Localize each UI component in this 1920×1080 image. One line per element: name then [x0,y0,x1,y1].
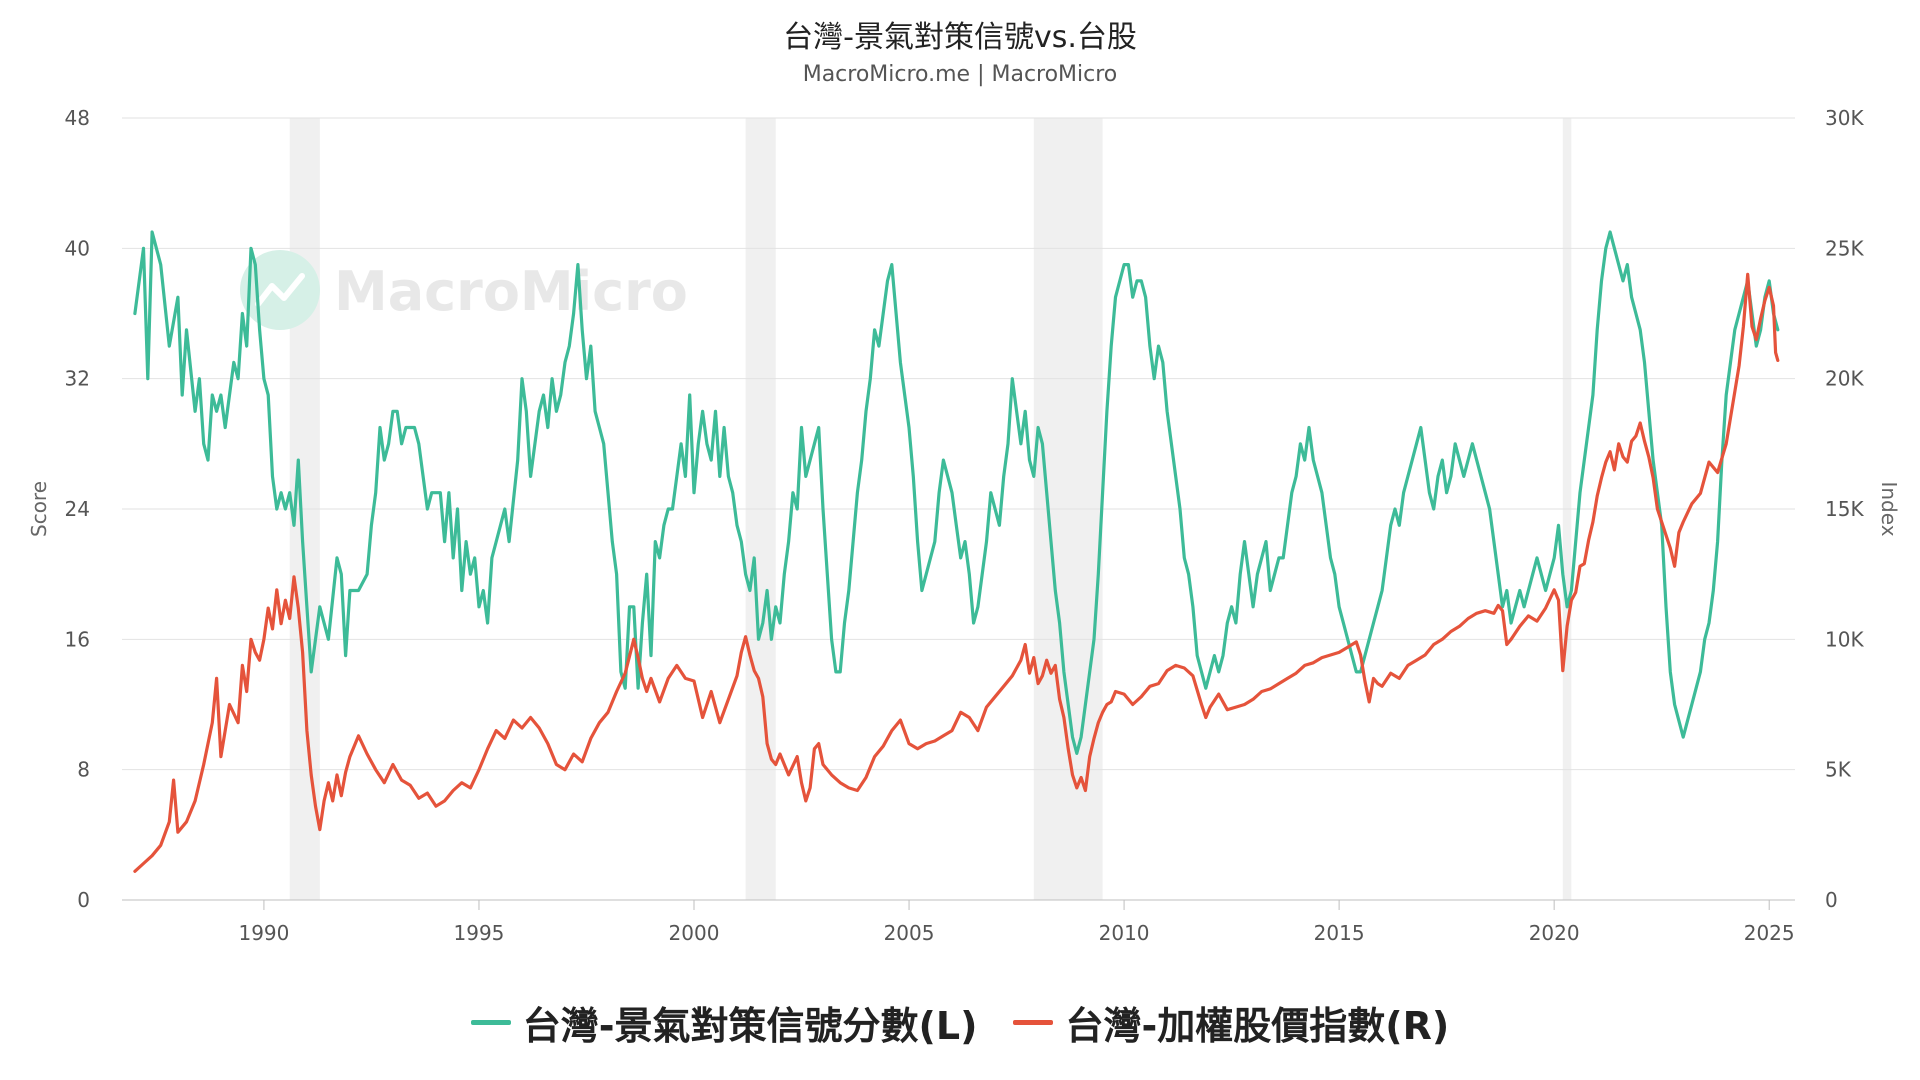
gridlines [122,117,1795,901]
legend-item-index[interactable]: 台灣-加權股價指數(R) [1013,995,1449,1050]
watermark-text: MacroMicro [334,260,688,323]
y-right-tick-label: 25K [1825,236,1864,260]
y-right-tick-label: 20K [1825,367,1864,391]
y-left-tick-label: 0 [77,888,90,912]
x-tick-label: 1995 [454,921,505,945]
y-right-tick-label: 30K [1825,106,1864,130]
y-right-tick-label: 10K [1825,627,1864,651]
series-lines [133,230,1780,873]
legend-label-signal: 台灣-景氣對策信號分數(L) [522,1004,978,1048]
x-tick-label: 1990 [238,921,289,945]
x-tick-label: 2000 [669,921,720,945]
x-tick-label: 2025 [1744,921,1795,945]
watermark-logo-mark [255,273,305,307]
x-tick-label: 2010 [1099,921,1150,945]
y-right-axis-label: Index [1877,481,1901,536]
y-left-tick-label: 48 [65,106,90,130]
legend-swatch-index [1013,1020,1054,1025]
x-tick-label: 2015 [1314,921,1365,945]
legend: 台灣-景氣對策信號分數(L) 台灣-加權股價指數(R) [0,995,1920,1050]
x-tick-label: 2005 [884,921,935,945]
y-left-tick-label: 32 [65,367,90,391]
series-line-1 [133,272,1780,873]
y-left-tick-label: 24 [65,497,90,521]
x-tick-label: 2020 [1529,921,1580,945]
y-left-tick-label: 8 [77,758,90,782]
chart-subtitle: MacroMicro.me | MacroMicro [802,62,1118,87]
legend-label-index: 台灣-加權股價指數(R) [1065,1004,1450,1048]
y-right-tick-label: 5K [1825,758,1852,782]
y-right-tick-label: 0 [1825,888,1838,912]
chart-svg: MacroMicro 0 8 16 24 32 40 48 0 5K 10K 15K 20K 25K 30… [27,106,1901,945]
y-left-tick-label: 16 [65,627,90,651]
series-line-0 [133,230,1780,756]
legend-swatch-signal [470,1020,511,1025]
legend-item-signal[interactable]: 台灣-景氣對策信號分數(L) [470,995,978,1050]
watermark: MacroMicro [240,250,688,330]
y-left-tick-label: 40 [65,236,90,260]
y-right-tick-label: 15K [1825,497,1864,521]
y-left-axis-label: Score [27,481,51,537]
chart-title: 台灣-景氣對策信號vs.台股 [783,20,1137,55]
axes: 0 8 16 24 32 40 48 0 5K 10K 15K 20K 25K 30K 1990 1995 20… [27,106,1901,945]
